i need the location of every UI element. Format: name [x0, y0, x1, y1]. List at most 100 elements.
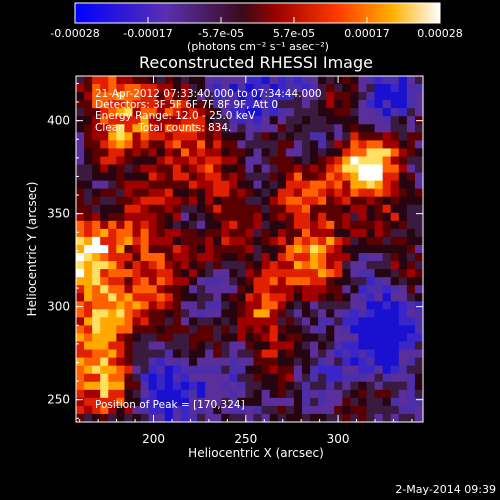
- heatmap-cell: [374, 180, 384, 190]
- heatmap-cell: [132, 341, 142, 351]
- heatmap-cell: [124, 100, 134, 109]
- heatmap-cell: [84, 140, 93, 150]
- heatmap-cell: [310, 228, 319, 238]
- heatmap-cell: [374, 365, 384, 375]
- heatmap-cell: [180, 164, 190, 174]
- heatmap-cell: [245, 132, 255, 141]
- heatmap-cell: [366, 397, 376, 407]
- heatmap-cell: [237, 357, 247, 367]
- heatmap-cell: [156, 349, 166, 359]
- heatmap-cell: [92, 100, 101, 109]
- heatmap-cell: [326, 84, 335, 93]
- heatmap-cell: [245, 269, 255, 278]
- heatmap-cell: [108, 180, 117, 190]
- heatmap-cell: [116, 389, 126, 399]
- heatmap-cell: [398, 92, 408, 101]
- heatmap-cell: [205, 253, 214, 262]
- heatmap-cell: [318, 293, 327, 302]
- heatmap-cell: [398, 405, 408, 415]
- heatmap-cell: [76, 277, 85, 286]
- heatmap-cell: [156, 84, 166, 93]
- heatmap-cell: [277, 140, 287, 150]
- heatmap-cell: [221, 277, 230, 286]
- heatmap-cell: [116, 220, 126, 230]
- heatmap-cell: [245, 220, 255, 230]
- heatmap-cell: [205, 277, 214, 286]
- heatmap-cell: [334, 381, 343, 391]
- heatmap-cell: [84, 349, 93, 359]
- heatmap-cell: [398, 148, 408, 158]
- heatmap-cell: [108, 108, 117, 117]
- heatmap-cell: [180, 228, 190, 238]
- heatmap-cell: [301, 309, 311, 318]
- heatmap-cell: [229, 349, 238, 359]
- heatmap-cell: [406, 309, 416, 318]
- heatmap-cell: [382, 325, 392, 335]
- heatmap-cell: [92, 405, 101, 415]
- heatmap-cell: [148, 405, 158, 415]
- heatmap-cell: [188, 381, 198, 391]
- heatmap-cell: [406, 341, 416, 351]
- heatmap-cell: [358, 164, 368, 174]
- heatmap-cell: [366, 140, 376, 150]
- heatmap-cell: [164, 389, 174, 399]
- heatmap-cell: [84, 365, 93, 375]
- heatmap-cell: [293, 405, 303, 415]
- heatmap-cell: [188, 365, 198, 375]
- heatmap-cell: [253, 228, 263, 238]
- heatmap-cell: [261, 293, 271, 302]
- heatmap-cell: [140, 269, 150, 278]
- heatmap-cell: [100, 220, 109, 230]
- heatmap-cell: [310, 253, 319, 262]
- heatmap-cell: [350, 100, 360, 109]
- heatmap-cell: [342, 244, 351, 254]
- heatmap-cell: [76, 301, 85, 310]
- heatmap-cell: [197, 277, 206, 286]
- heatmap-cell: [100, 413, 109, 423]
- heatmap-cell: [406, 317, 416, 327]
- heatmap-cell: [390, 405, 400, 415]
- heatmap-cell: [84, 405, 93, 415]
- heatmap-cell: [318, 100, 327, 109]
- heatmap-cell: [326, 261, 335, 270]
- heatmap-cell: [132, 124, 142, 133]
- heatmap-cell: [253, 124, 263, 133]
- heatmap-cell: [358, 285, 368, 294]
- heatmap-cell: [390, 196, 400, 206]
- heatmap-cell: [414, 92, 424, 101]
- heatmap-cell: [84, 357, 93, 367]
- heatmap-cell: [350, 180, 360, 190]
- heatmap-cell: [76, 397, 85, 407]
- heatmap-cell: [164, 381, 174, 391]
- heatmap-cell: [156, 389, 166, 399]
- heatmap-cell: [221, 188, 230, 198]
- heatmap-cell: [382, 124, 392, 133]
- heatmap-cell: [398, 317, 408, 327]
- heatmap-cell: [164, 301, 174, 310]
- heatmap-cell: [414, 317, 424, 327]
- heatmap-cell: [84, 317, 93, 327]
- heatmap-cell: [221, 309, 230, 318]
- heatmap-cell: [269, 357, 279, 367]
- heatmap-cell: [334, 349, 343, 359]
- heatmap-cell: [366, 180, 376, 190]
- heatmap-cell: [269, 301, 279, 310]
- heatmap-cell: [366, 164, 376, 174]
- heatmap-cell: [92, 317, 101, 327]
- heatmap-cell: [390, 164, 400, 174]
- heatmap-cell: [140, 132, 150, 141]
- heatmap-cell: [172, 285, 182, 294]
- heatmap-cell: [350, 172, 360, 182]
- heatmap-cell: [180, 317, 190, 327]
- heatmap-cell: [132, 349, 142, 359]
- heatmap-cell: [334, 124, 343, 133]
- heatmap-cell: [221, 365, 230, 375]
- heatmap-cell: [285, 389, 295, 399]
- heatmap-cell: [108, 124, 117, 133]
- heatmap-cell: [366, 108, 376, 117]
- heatmap-cell: [310, 108, 319, 117]
- heatmap-cell: [92, 228, 101, 238]
- heatmap-cell: [108, 253, 117, 262]
- heatmap-cell: [366, 309, 376, 318]
- heatmap-cell: [237, 84, 247, 93]
